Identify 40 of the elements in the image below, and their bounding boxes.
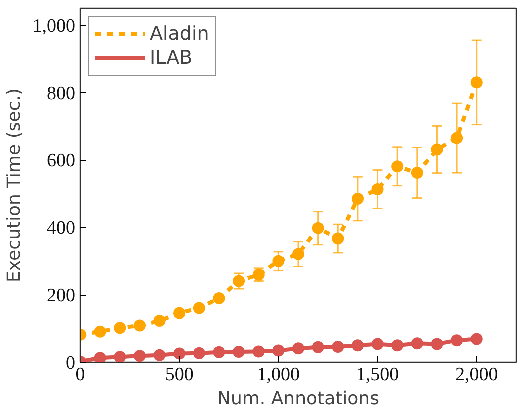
point <box>392 340 404 352</box>
legend-label: Aladin <box>150 23 210 45</box>
point <box>94 352 106 362</box>
point <box>470 333 483 346</box>
point <box>411 338 424 350</box>
y-axis-title: Execution Time (sec.) <box>4 88 25 282</box>
point <box>292 342 304 355</box>
point <box>431 338 444 350</box>
legend-label: ILAB <box>150 47 193 69</box>
x-axis-title: Num. Annotations <box>218 388 380 410</box>
point <box>372 338 384 350</box>
point <box>233 346 246 358</box>
y-tick-label: 200 <box>47 286 76 307</box>
point <box>114 322 126 334</box>
point <box>94 326 106 338</box>
point <box>193 347 206 360</box>
point <box>154 349 166 362</box>
x-tick-label: 1,000 <box>257 364 300 386</box>
y-tick-label: 600 <box>47 150 76 172</box>
point <box>154 315 166 328</box>
y-tick-label: 800 <box>47 83 76 104</box>
x-tick-label: 1,500 <box>356 364 400 386</box>
y-tick-label: 400 <box>47 218 76 240</box>
point <box>213 346 226 358</box>
y-tick-label: 1,000 <box>32 16 76 37</box>
point <box>332 341 344 353</box>
point <box>193 302 206 314</box>
point <box>272 344 285 357</box>
point <box>213 292 226 304</box>
point <box>134 350 146 362</box>
x-tick-label: 500 <box>165 364 194 386</box>
point <box>114 351 126 362</box>
point <box>451 334 464 347</box>
x-tick-label: 2,000 <box>455 364 498 386</box>
point <box>312 341 324 354</box>
point <box>174 348 186 360</box>
point <box>134 320 146 332</box>
point <box>174 307 186 320</box>
point <box>352 340 364 352</box>
point <box>252 346 265 358</box>
